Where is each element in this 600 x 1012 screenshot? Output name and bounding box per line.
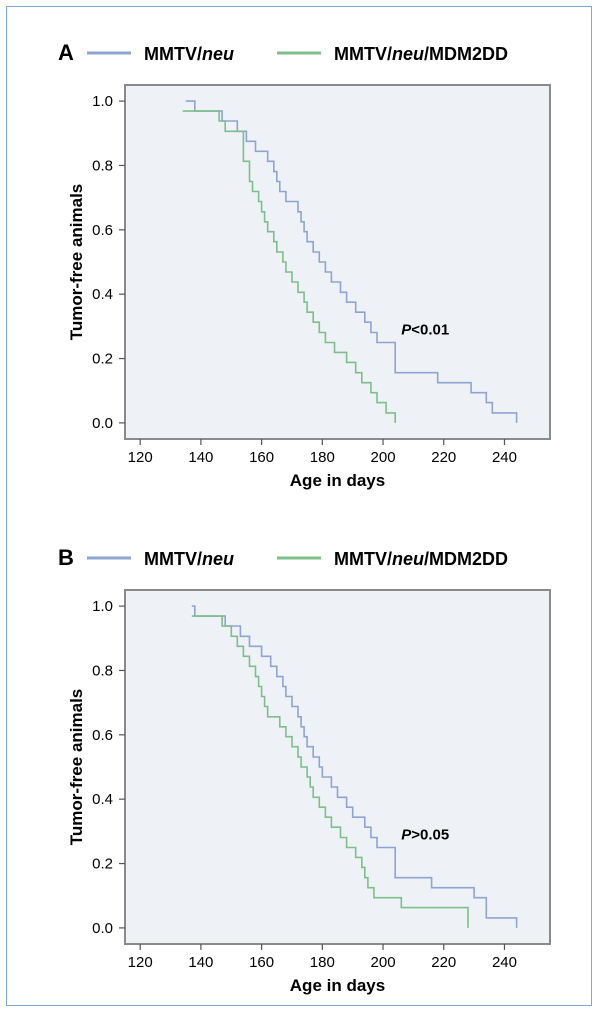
figure-frame: A MMTV/neu MMTV/neu/MDM2DD 0.0 0.2 0.4 0.6 0.8 1…	[6, 6, 592, 1006]
x-tick-label: 180	[310, 954, 335, 971]
x-tick-label: 240	[492, 954, 517, 971]
legend-label: MMTV/neu/MDM2DD	[334, 44, 508, 64]
legend-label-part: neu	[392, 549, 424, 569]
p-value-text: <0.01	[411, 322, 449, 339]
x-tick-label: 180	[310, 449, 335, 466]
x-tick-label: 160	[249, 449, 274, 466]
series-line-mmtv-neu-mdm2dd	[182, 110, 396, 423]
legend-label-part: MMTV/	[334, 549, 392, 569]
y-tick-label: 1.0	[92, 598, 113, 615]
x-axis-title: Age in days	[290, 471, 385, 490]
legend-label-part: MMTV/	[334, 44, 392, 64]
p-value-symbol: P	[401, 322, 412, 339]
y-tick-label: 1.0	[92, 93, 113, 110]
y-tick-label: 0.0	[92, 415, 113, 432]
y-tick-label: 0.2	[92, 856, 113, 873]
legend-label: MMTV/neu/MDM2DD	[334, 549, 508, 569]
chart-panel-b: B MMTV/neu MMTV/neu/MDM2DD0.00.20.40.60.81…	[58, 545, 551, 995]
x-tick-label: 140	[188, 954, 213, 971]
x-tick-label: 220	[431, 954, 456, 971]
legend-label-part: neu	[392, 44, 424, 64]
y-axis-title: Tumor-free animals	[67, 184, 86, 341]
legend-label-part: neu	[202, 549, 234, 569]
y-tick-label: 0.8	[92, 157, 113, 174]
series-line-mmtv-neu-mdm2dd	[191, 615, 469, 928]
y-axis-title: Tumor-free animals	[67, 689, 86, 846]
chart-panel-a: A MMTV/neu MMTV/neu/MDM2DD0.00.20.40.60.81…	[58, 40, 551, 490]
plot-area	[124, 84, 551, 440]
x-tick-label: 220	[431, 449, 456, 466]
y-tick-label: 0.6	[92, 727, 113, 744]
legend-label-part: neu	[202, 44, 234, 64]
legend-label-part: MMTV/	[144, 44, 202, 64]
x-tick-label: 160	[249, 954, 274, 971]
y-tick-label: 0.4	[92, 286, 113, 303]
x-tick-label: 120	[128, 954, 153, 971]
p-value-annotation: P>0.05	[401, 827, 449, 844]
x-tick-label: 140	[188, 449, 213, 466]
x-axis-title: Age in days	[290, 976, 385, 995]
series-line-mmtv-neu	[185, 100, 518, 423]
p-value-text: >0.05	[411, 827, 449, 844]
y-tick-label: 0.6	[92, 222, 113, 239]
y-tick-label: 0.0	[92, 920, 113, 937]
series-line-mmtv-neu	[191, 605, 518, 928]
legend-label-part: /MDM2DD	[424, 549, 508, 569]
plot-area	[124, 589, 551, 945]
x-tick-label: 120	[128, 449, 153, 466]
y-tick-label: 0.4	[92, 791, 113, 808]
p-value-symbol: P	[401, 827, 412, 844]
y-tick-label: 0.8	[92, 662, 113, 679]
panel-letter: B	[58, 545, 74, 570]
figure-canvas: A MMTV/neu MMTV/neu/MDM2DD0.00.20.40.60.81…	[58, 40, 551, 995]
legend-label: MMTV/neu	[144, 44, 234, 64]
x-tick-label: 200	[371, 954, 396, 971]
panel-letter: A	[58, 40, 74, 65]
legend-label-part: /MDM2DD	[424, 44, 508, 64]
y-tick-label: 0.2	[92, 351, 113, 368]
legend-label: MMTV/neu	[144, 549, 234, 569]
legend-label-part: MMTV/	[144, 549, 202, 569]
p-value-annotation: P<0.01	[401, 322, 449, 339]
x-tick-label: 240	[492, 449, 517, 466]
x-tick-label: 200	[371, 449, 396, 466]
